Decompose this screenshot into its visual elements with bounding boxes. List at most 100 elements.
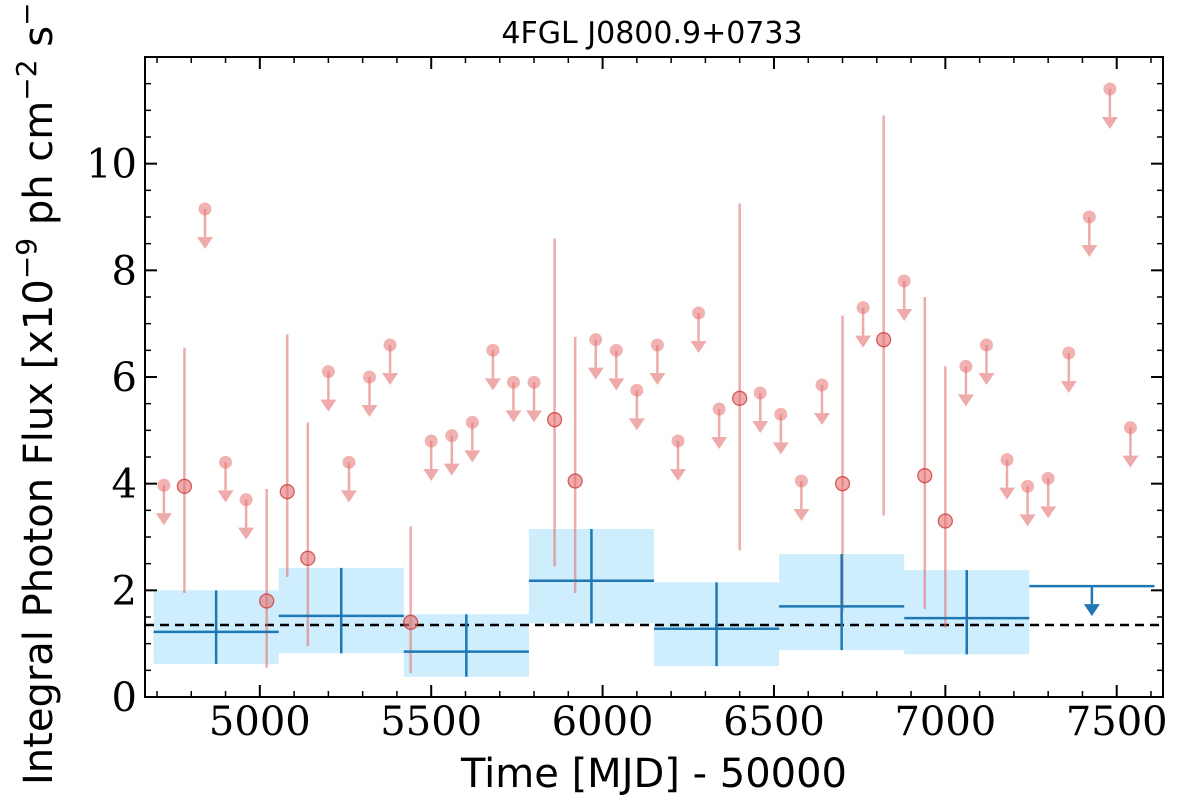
upper-limit-arrowhead bbox=[155, 513, 172, 526]
short-bin-upper-limit bbox=[856, 301, 870, 315]
y-axis-label-exponent: −9 bbox=[10, 238, 43, 279]
upper-limit-arrowhead bbox=[1019, 514, 1036, 527]
upper-limit-arrowhead bbox=[896, 309, 913, 321]
short-bin-upper-limit bbox=[383, 338, 397, 352]
y-axis-label-end: s bbox=[16, 26, 62, 60]
upper-limit-arrowhead bbox=[669, 469, 686, 481]
short-bin-upper-limit bbox=[1103, 82, 1117, 96]
plot-area bbox=[145, 82, 1163, 677]
x-tick-label: 5000 bbox=[209, 699, 311, 745]
x-tick-label: 6500 bbox=[723, 699, 825, 745]
short-bin-upper-limit bbox=[157, 478, 171, 492]
chart-title: 4FGL J0800.9+0733 bbox=[501, 16, 802, 51]
short-bin-upper-limit bbox=[609, 343, 623, 357]
short-bin-upper-limit bbox=[650, 338, 664, 352]
upper-limit-arrowhead bbox=[382, 373, 399, 385]
upper-limit-arrowhead bbox=[813, 413, 830, 425]
short-bin-upper-limit bbox=[445, 429, 459, 443]
short-bin-upper-limit bbox=[219, 455, 233, 469]
upper-limit-arrowhead bbox=[711, 437, 728, 449]
y-tick-label: 4 bbox=[112, 462, 137, 508]
upper-limit-arrowhead bbox=[752, 421, 769, 433]
short-bin-upper-limit bbox=[342, 455, 356, 469]
short-bin-point bbox=[937, 513, 953, 529]
short-bin-point bbox=[176, 478, 193, 494]
upper-limit-arrowhead bbox=[587, 367, 604, 380]
y-tick-label: 6 bbox=[112, 355, 137, 401]
short-bin-point bbox=[834, 476, 851, 492]
x-tick-label: 7000 bbox=[894, 699, 996, 745]
y-tick-label: 8 bbox=[112, 248, 137, 294]
short-bin-point bbox=[875, 332, 892, 348]
short-bin-upper-limit bbox=[506, 375, 520, 389]
short-bin-upper-limit bbox=[589, 333, 603, 347]
short-bin-point bbox=[567, 473, 583, 489]
short-bin-upper-limit bbox=[897, 274, 911, 288]
short-bin-upper-limit bbox=[424, 434, 438, 448]
short-bin-upper-limit bbox=[239, 493, 253, 507]
short-bin-upper-limit bbox=[1000, 453, 1014, 467]
short-bin-upper-limit bbox=[465, 415, 479, 429]
upper-limit-arrowhead bbox=[1060, 381, 1077, 393]
short-bin-upper-limit bbox=[692, 306, 706, 320]
upper-limit-arrowhead bbox=[957, 394, 974, 407]
short-bin-upper-limit bbox=[671, 434, 685, 448]
short-bin-point bbox=[300, 550, 316, 566]
short-bin-upper-limit bbox=[774, 407, 788, 421]
short-bin-upper-limit bbox=[486, 343, 500, 357]
upper-limit-arrowhead bbox=[1101, 117, 1118, 129]
upper-limit-arrowhead bbox=[608, 378, 625, 391]
short-bin-point bbox=[279, 484, 295, 500]
short-bin-upper-limit bbox=[815, 378, 829, 392]
short-bin-upper-limit bbox=[527, 375, 541, 389]
short-bin-upper-limit bbox=[794, 474, 808, 488]
upper-limit-arrowhead bbox=[793, 509, 810, 521]
upper-limit-arrowhead bbox=[855, 335, 872, 348]
y-axis-label-exponent-2: −2 bbox=[10, 59, 43, 100]
upper-limit-arrowhead bbox=[1040, 506, 1057, 519]
upper-limit-arrowhead bbox=[320, 399, 337, 412]
short-bin-point bbox=[732, 390, 748, 406]
y-axis-label: Integral Photon Flux [x10−9 ph cm−2 s−1] bbox=[10, 0, 62, 785]
long-bin-upper-limit-arrowhead bbox=[1083, 604, 1100, 617]
x-axis-label: Time [MJD] - 50000 bbox=[460, 751, 847, 797]
y-axis-label-middle: ph cm bbox=[16, 101, 62, 238]
short-bin-upper-limit bbox=[959, 359, 973, 373]
upper-limit-arrowhead bbox=[772, 442, 789, 455]
upper-limit-arrowhead bbox=[217, 490, 234, 503]
upper-limit-arrowhead bbox=[649, 373, 666, 385]
short-bin-upper-limit bbox=[979, 338, 993, 352]
y-tick-label: 2 bbox=[112, 568, 137, 614]
y-axis-label-base: Integral Photon Flux [x10 bbox=[16, 279, 62, 785]
x-tick-label: 6000 bbox=[552, 699, 654, 745]
x-tick-label: 5500 bbox=[380, 699, 482, 745]
short-bin-upper-limit bbox=[1082, 210, 1096, 224]
upper-limit-arrowhead bbox=[340, 490, 357, 503]
short-bin-upper-limit bbox=[198, 202, 212, 216]
y-tick-label: 0 bbox=[112, 675, 137, 721]
x-tick-label: 7500 bbox=[1066, 699, 1168, 745]
short-bin-point bbox=[917, 468, 933, 484]
short-bin-upper-limit bbox=[1041, 471, 1055, 485]
short-bin-point bbox=[259, 593, 275, 609]
upper-limit-arrowhead bbox=[505, 410, 522, 423]
upper-limit-arrowhead bbox=[1122, 455, 1139, 468]
upper-limit-arrowhead bbox=[423, 469, 440, 481]
short-bin-upper-limit bbox=[363, 370, 377, 384]
upper-limit-arrowhead bbox=[443, 463, 460, 476]
upper-limit-arrowhead bbox=[628, 418, 645, 431]
short-bin-point bbox=[546, 412, 563, 428]
short-bin-upper-limit bbox=[753, 386, 767, 400]
upper-limit-arrowhead bbox=[196, 237, 213, 249]
upper-limit-arrowhead bbox=[484, 378, 501, 391]
short-bin-upper-limit bbox=[1021, 479, 1035, 493]
y-axis-label-exponent-3: −1 bbox=[10, 0, 43, 26]
upper-limit-arrowhead bbox=[361, 405, 378, 417]
short-bin-upper-limit bbox=[1123, 421, 1137, 435]
y-tick-label: 10 bbox=[86, 142, 137, 188]
upper-limit-arrowhead bbox=[1081, 245, 1098, 257]
upper-limit-arrowhead bbox=[526, 410, 543, 423]
short-bin-upper-limit bbox=[630, 383, 644, 397]
short-bin-upper-limit bbox=[712, 402, 726, 416]
